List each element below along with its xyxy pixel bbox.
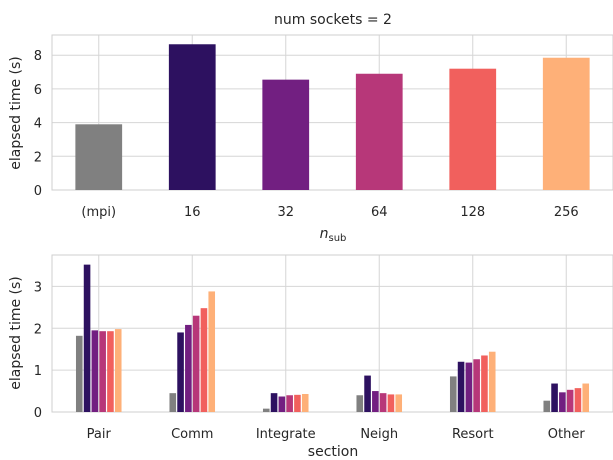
top-bar	[262, 79, 310, 190]
top-plot-frame	[51, 34, 613, 191]
bottom-bar	[364, 375, 371, 412]
bottom-bar	[449, 376, 457, 412]
bottom-bar	[169, 393, 177, 412]
bottom-y-tick-label: 3	[34, 280, 42, 295]
bottom-bar	[543, 400, 551, 412]
bottom-bars	[75, 264, 590, 412]
top-x-tick-label: 64	[371, 205, 388, 220]
bottom-x-tick-label: Resort	[452, 427, 494, 442]
bottom-gridlines	[52, 255, 613, 413]
bottom-x-tick-label: Other	[548, 427, 586, 442]
top-y-ticks: 0 2 4 6 8	[34, 49, 42, 199]
top-bar	[542, 57, 590, 190]
bottom-bar	[185, 324, 192, 412]
bottom-bar	[262, 408, 270, 412]
top-x-axis-label-sub: sub	[328, 233, 346, 244]
top-y-tick-label: 2	[34, 150, 42, 165]
bottom-x-tick-label: Comm	[171, 427, 213, 442]
bottom-bar	[83, 264, 91, 412]
bottom-bar	[457, 361, 465, 412]
bottom-bar	[481, 355, 488, 412]
bottom-y-ticks: 0 1 2 3	[34, 280, 42, 421]
bottom-bar	[286, 395, 293, 412]
bottom-bar	[294, 394, 301, 412]
bottom-x-axis-label: section	[308, 444, 358, 460]
bottom-bar	[301, 393, 309, 412]
bottom-bar	[488, 351, 496, 412]
bottom-bar	[574, 388, 582, 412]
top-x-tick-label: 128	[460, 205, 485, 220]
bottom-bar	[551, 383, 558, 412]
bottom-bar	[75, 335, 83, 412]
top-bar	[168, 44, 216, 191]
bottom-plot-frame	[51, 254, 613, 413]
bottom-x-tick-label: Pair	[87, 427, 112, 442]
top-y-tick-label: 8	[34, 49, 42, 64]
top-x-tick-label: 16	[184, 205, 201, 220]
top-bar	[449, 68, 497, 190]
top-x-tick-label: 256	[554, 205, 579, 220]
bottom-bar	[114, 329, 122, 412]
top-x-ticks: (mpi) 16 32 64 128 256	[81, 205, 578, 220]
bottom-x-tick-label: Neigh	[360, 427, 398, 442]
bottom-y-tick-label: 2	[34, 322, 42, 337]
bottom-bar	[177, 332, 184, 412]
top-x-tick-label: 32	[277, 205, 294, 220]
top-x-axis-label-base: n	[320, 226, 329, 242]
top-x-axis-label: nsub	[320, 226, 347, 244]
bottom-y-tick-label: 0	[34, 406, 42, 421]
bottom-bar	[356, 395, 364, 412]
top-chart-title: num sockets = 2	[274, 12, 392, 28]
top-y-tick-label: 6	[34, 83, 42, 98]
top-x-tick-label: (mpi)	[81, 205, 116, 220]
top-bar	[75, 124, 123, 190]
bottom-x-tick-label: Integrate	[256, 427, 316, 442]
bottom-bar	[278, 396, 286, 412]
top-y-tick-label: 4	[34, 117, 42, 132]
bottom-x-ticks: Pair Comm Integrate Neigh Resort Other	[87, 427, 586, 442]
top-y-tick-label: 0	[34, 184, 42, 199]
top-gridlines	[52, 35, 613, 191]
top-bar	[355, 73, 403, 190]
top-bars	[75, 44, 590, 191]
bottom-y-axis-label: elapsed time (s)	[8, 276, 24, 390]
bottom-bar	[107, 331, 114, 412]
bottom-bar	[270, 393, 278, 412]
bottom-bar	[559, 392, 566, 412]
bottom-bar	[91, 330, 99, 412]
bottom-bar	[372, 391, 379, 412]
bottom-bar	[395, 394, 403, 412]
bottom-bar	[582, 383, 590, 412]
bottom-bar	[465, 362, 473, 412]
bottom-bar	[208, 291, 216, 412]
bottom-bar	[566, 389, 574, 412]
bottom-bar	[192, 315, 200, 412]
bottom-bar	[387, 394, 395, 412]
bottom-bar	[379, 393, 387, 412]
top-y-axis-label: elapsed time (s)	[8, 56, 24, 170]
bottom-chart: 0 1 2 3 Pair Comm Integrate Neigh Resort Other e…	[8, 254, 613, 460]
bottom-bar	[99, 331, 106, 412]
bottom-bar	[200, 308, 208, 412]
bottom-y-tick-label: 1	[34, 364, 42, 379]
bottom-bar	[473, 359, 480, 412]
